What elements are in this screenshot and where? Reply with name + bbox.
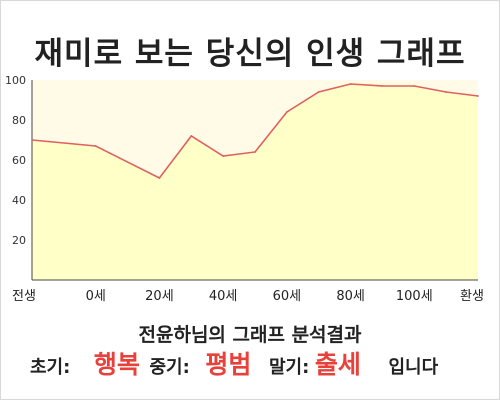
early-label: 초기: [30, 357, 71, 378]
data-point [477, 95, 479, 97]
x-tick-label: 100세 [396, 289, 433, 304]
life-area-fill [32, 84, 478, 280]
result-ending: 입니다 [388, 357, 439, 378]
result-line: 초기: 행복 중기: 평범 말기: 출세 입니다 [30, 345, 480, 381]
early-value: 행복 [93, 350, 140, 379]
data-point [349, 83, 352, 85]
x-ticks: 전생 0세 20세 40세 60세 80세 100세 환생 [12, 289, 484, 304]
y-tick-label: 100 [5, 74, 26, 87]
x-tick-label: 40세 [209, 289, 238, 304]
data-point [31, 139, 33, 141]
x-tick-label: 환생 [460, 289, 484, 304]
data-point [222, 155, 225, 157]
y-tick-label: 20 [12, 234, 26, 247]
data-point [254, 151, 256, 153]
data-point [158, 177, 161, 179]
late-label: 말기: [269, 357, 310, 378]
x-tick-label: 전생 [12, 289, 36, 304]
late-value: 출세 [314, 350, 361, 379]
data-point [413, 85, 416, 87]
chart-title: 재미로 보는 당신의 인생 그래프 [34, 36, 466, 72]
data-point [381, 85, 384, 87]
x-tick-label: 80세 [336, 289, 365, 304]
y-tick-label: 80 [12, 114, 26, 127]
x-tick-label: 60세 [273, 289, 302, 304]
data-point [445, 91, 448, 93]
data-point [190, 135, 193, 137]
data-point [285, 111, 288, 113]
y-tick-label: 60 [12, 154, 26, 167]
y-ticks: 20 40 60 80 100 [5, 74, 26, 247]
data-points [31, 83, 479, 179]
mid-label: 중기: [149, 357, 190, 378]
x-tick-label: 0세 [86, 289, 106, 304]
analysis-summary: 전윤하님의 그래프 분석결과 [138, 324, 362, 346]
data-point [317, 91, 320, 93]
x-tick-label: 20세 [145, 289, 174, 304]
data-point [94, 145, 97, 147]
mid-value: 평범 [205, 350, 252, 379]
y-tick-label: 40 [12, 194, 26, 207]
